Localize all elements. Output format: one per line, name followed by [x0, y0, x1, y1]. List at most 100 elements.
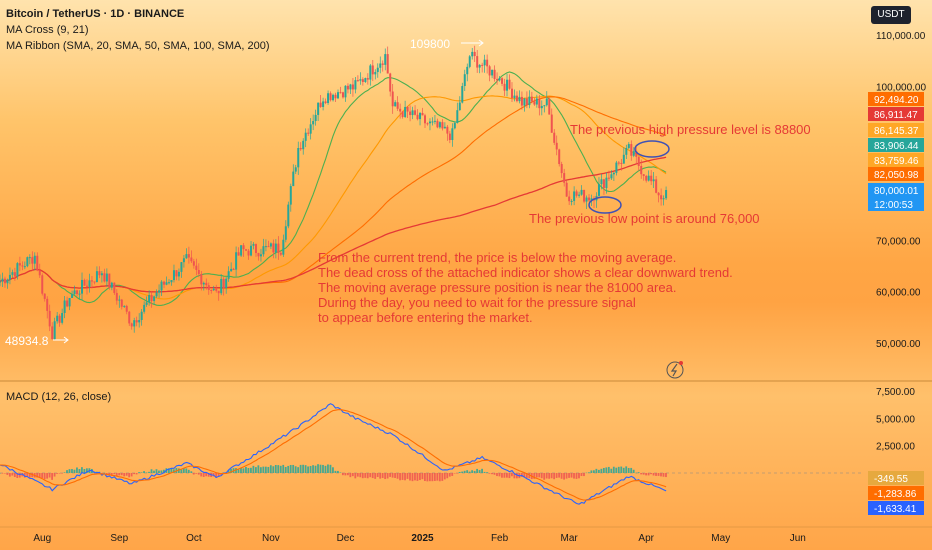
macd-histogram-bar [426, 473, 429, 482]
candle [252, 244, 255, 246]
ma-cross-legend[interactable]: MA Cross (9, 21) [6, 24, 89, 36]
macd-line [0, 403, 667, 505]
macd-histogram-bar [520, 473, 523, 477]
macd-histogram-bar [245, 467, 247, 473]
candle [640, 165, 643, 175]
time-tick-label: Sep [110, 533, 128, 544]
commentary-line: to appear before entering the market. [318, 310, 533, 325]
macd-histogram-bar [227, 470, 230, 473]
grid-lines [0, 380, 932, 528]
macd-histogram-bar [289, 464, 292, 473]
candle [612, 172, 615, 175]
macd-histogram-bar [327, 464, 329, 473]
candle [304, 132, 307, 141]
macd-histogram-bar [612, 466, 615, 473]
macd-histogram-bar [145, 472, 148, 474]
price-tick-label: 100,000.00 [876, 82, 926, 93]
macd-legend[interactable]: MACD (12, 26, close) [6, 391, 112, 403]
candle [240, 245, 243, 256]
macd-histogram-bar [498, 473, 501, 477]
candle [61, 313, 64, 323]
macd-histogram-bar [168, 468, 170, 473]
macd-histogram-bar [6, 473, 9, 475]
candle [245, 249, 248, 251]
macd-histogram-bar [160, 470, 163, 473]
candle [125, 305, 128, 312]
candle [555, 142, 558, 150]
candle [130, 323, 133, 327]
symbol-title[interactable]: Bitcoin / TetherUS · 1D · BINANCE [6, 8, 185, 20]
macd-histogram-bar [384, 473, 387, 480]
macd-histogram-bar [424, 473, 426, 482]
candle [197, 269, 200, 274]
macd-histogram-bar [550, 473, 553, 479]
macd-label-bg [868, 486, 924, 500]
macd-histogram-bar [71, 469, 73, 473]
macd-histogram-bar [615, 467, 618, 473]
time-tick-label: Jun [790, 533, 806, 544]
candle [269, 243, 272, 247]
candle [483, 59, 486, 66]
alert-dot [679, 361, 683, 365]
candle [327, 93, 330, 103]
candle [456, 110, 459, 123]
candle [58, 315, 61, 323]
candle [406, 106, 409, 112]
macd-histogram-bar [396, 473, 399, 479]
macd-histogram-bar [650, 473, 652, 475]
macd-histogram-bar [625, 466, 628, 473]
macd-histogram-bar [657, 473, 660, 476]
macd-histogram-bar [473, 470, 476, 473]
macd-histogram-bar [187, 469, 190, 473]
candle [657, 192, 660, 196]
candle [254, 244, 257, 254]
macd-histogram-bar [640, 473, 643, 475]
candle [217, 290, 220, 294]
candle [153, 296, 156, 302]
macd-histogram-bar [620, 466, 623, 473]
time-axis: Aug Sep Oct Nov Dec 2025 Feb Mar Apr May Jun [33, 533, 806, 544]
macd-histogram-bar [461, 471, 464, 473]
candle [344, 85, 347, 98]
candle [180, 262, 183, 272]
candle [381, 63, 384, 65]
macd-histogram-bar [51, 473, 53, 480]
ma-ribbon-legend[interactable]: MA Ribbon (SMA, 20, SMA, 50, SMA, 100, S… [6, 40, 270, 52]
macd-histogram-bar [11, 473, 14, 476]
time-tick-label: Feb [491, 533, 509, 544]
macd-histogram-bar [322, 464, 324, 473]
macd-histogram-bar [284, 466, 287, 473]
candle [222, 278, 225, 289]
macd-histogram-bar [451, 473, 454, 476]
candle [476, 56, 479, 68]
macd-histogram-bar [334, 470, 337, 473]
candle [632, 151, 635, 156]
candle [28, 257, 31, 259]
price-label-badge: 86,911.47 [868, 107, 924, 121]
macd-histogram-bar [274, 464, 277, 473]
macd-histogram-bar [282, 464, 285, 473]
candle [446, 126, 449, 134]
macd-histogram-bar [341, 473, 344, 476]
candle [334, 94, 337, 99]
macd-histogram-bar [438, 473, 441, 482]
macd-histogram-bar [540, 473, 543, 479]
candle [426, 123, 429, 125]
candle [43, 293, 46, 299]
macd-histogram-bar [287, 465, 290, 473]
macd-histogram-bar [267, 466, 270, 473]
price-label-text: 92,494.20 [874, 95, 919, 106]
candle [506, 79, 509, 91]
candle [78, 293, 81, 295]
candle [416, 114, 419, 120]
candle [431, 121, 434, 123]
currency-button[interactable]: USDT [871, 6, 911, 24]
candle [627, 144, 630, 149]
candle [615, 162, 618, 173]
candle [168, 282, 171, 284]
candle [337, 92, 340, 99]
macd-histogram-bar [503, 473, 506, 478]
candle [210, 289, 213, 291]
